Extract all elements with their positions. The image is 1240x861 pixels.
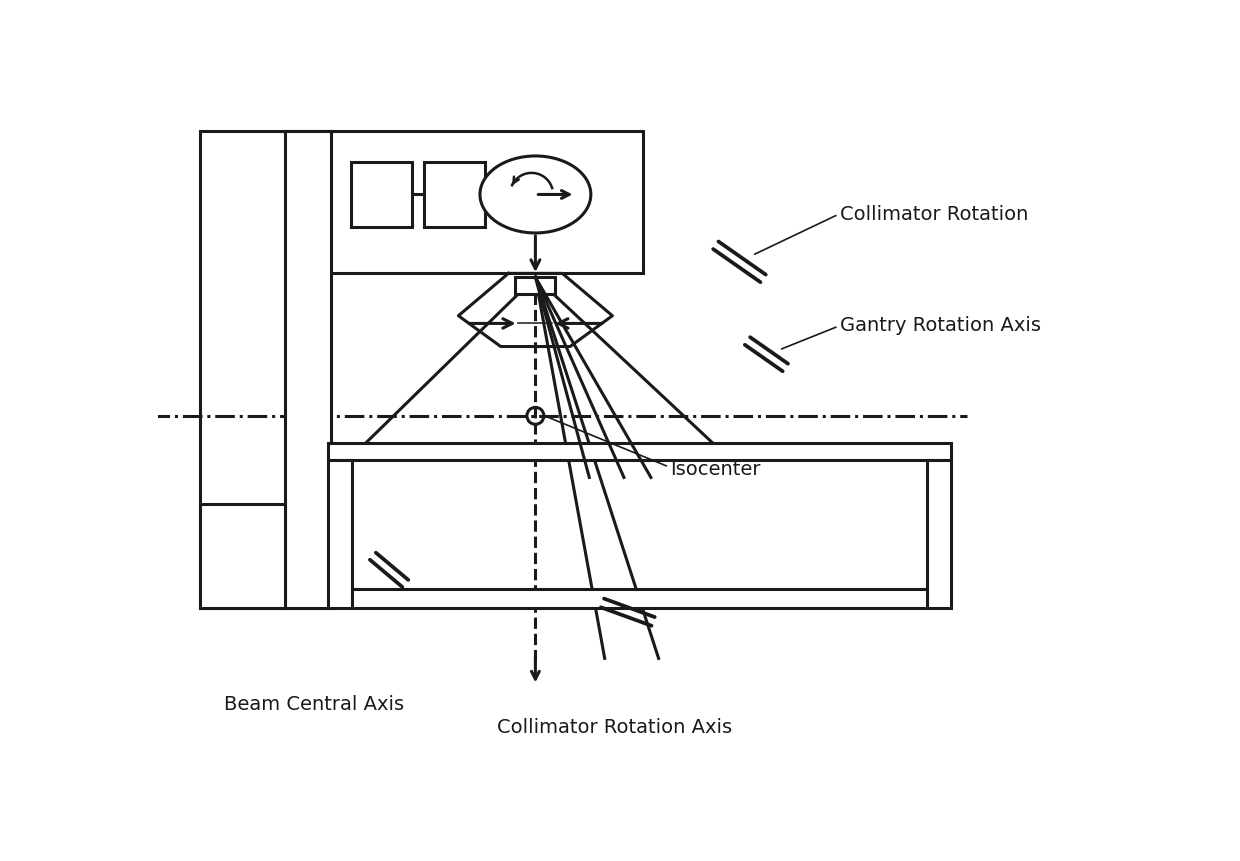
Text: Collimator Rotation Axis: Collimator Rotation Axis	[497, 717, 732, 736]
Bar	[285, 132, 331, 609]
Bar	[516, 278, 556, 294]
Text: Collimator Rotation: Collimator Rotation	[839, 205, 1028, 224]
Bar	[327, 132, 644, 274]
Bar	[327, 443, 951, 460]
Bar	[926, 460, 951, 609]
Bar	[201, 505, 285, 609]
Bar	[201, 132, 331, 609]
Ellipse shape	[480, 157, 590, 233]
Text: Gantry Rotation Axis: Gantry Rotation Axis	[839, 316, 1040, 335]
Bar	[351, 163, 412, 228]
Text: Beam Central Axis: Beam Central Axis	[223, 694, 404, 713]
Bar	[424, 163, 485, 228]
Bar	[352, 590, 926, 609]
Text: Isocenter: Isocenter	[670, 459, 760, 478]
Bar	[327, 460, 352, 609]
